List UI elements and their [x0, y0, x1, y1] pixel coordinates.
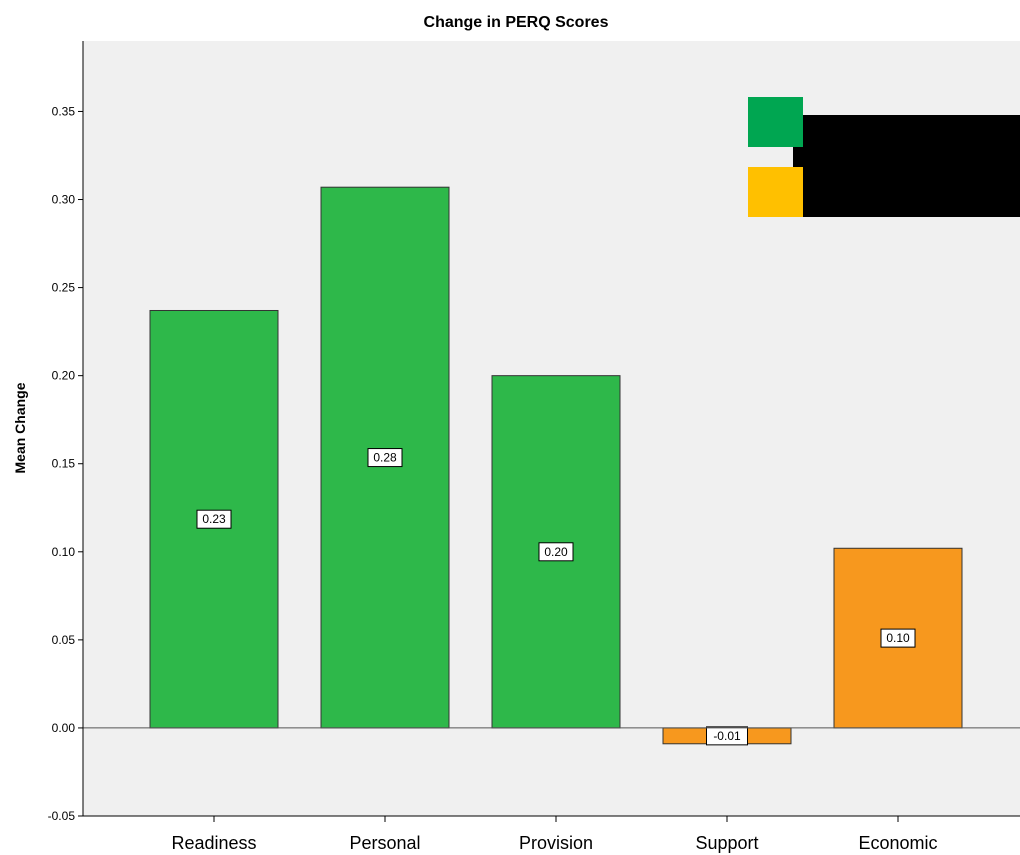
data-label: 0.23 — [202, 512, 226, 526]
legend-redaction-block — [793, 115, 1020, 217]
y-axis-label: Mean Change — [12, 382, 28, 473]
data-label-box — [538, 542, 574, 562]
data-label: 0.20 — [544, 545, 568, 559]
data-label-box — [367, 448, 403, 468]
y-tick-label: 0.20 — [52, 369, 76, 383]
y-tick-label: 0.00 — [52, 721, 76, 735]
x-tick-label: Economic — [858, 833, 937, 853]
data-label-box — [706, 726, 748, 746]
x-axis-ticks: Readiness Personal Provision Support Economi… — [171, 816, 938, 853]
y-tick-label: 0.25 — [52, 281, 76, 295]
chart-title: Change in PERQ Scores — [424, 14, 609, 31]
x-tick-label: Provision — [519, 833, 593, 853]
y-tick-label: 0.15 — [52, 457, 76, 471]
data-label-box — [880, 628, 916, 648]
legend — [748, 97, 1020, 217]
data-label: 0.10 — [886, 631, 910, 645]
bars-group: 0.23 0.28 0.20 -0.01 0.10 — [149, 186, 963, 746]
x-tick-label: Support — [695, 833, 758, 853]
legend-swatch-yellow — [748, 167, 803, 217]
data-label-box — [196, 509, 232, 529]
y-tick-label: 0.35 — [52, 104, 76, 118]
x-tick-label: Personal — [349, 833, 420, 853]
x-tick-label: Readiness — [171, 833, 256, 853]
y-tick-label: 0.05 — [52, 633, 76, 647]
data-label: 0.28 — [373, 451, 397, 465]
y-tick-label: -0.05 — [48, 809, 76, 823]
y-tick-label: 0.30 — [52, 193, 76, 207]
y-axis-ticks: -0.05 0.00 0.05 0.10 0.15 0.20 0.25 0.30 0.35 — [48, 104, 83, 823]
y-tick-label: 0.10 — [52, 545, 76, 559]
legend-swatch-green — [748, 97, 803, 147]
data-label: -0.01 — [713, 729, 741, 743]
